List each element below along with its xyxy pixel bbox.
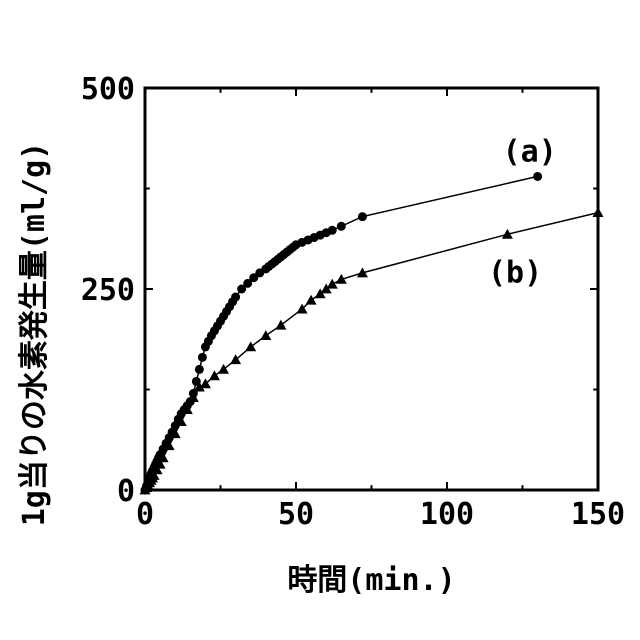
series-b <box>140 207 604 494</box>
x-axis-label: 時間(min.) <box>287 563 455 598</box>
data-point <box>198 353 207 362</box>
series-label-a: (a) <box>503 134 557 169</box>
x-tick-label: 0 <box>136 497 154 532</box>
data-point <box>533 172 542 181</box>
y-tick-label: 500 <box>81 72 135 107</box>
data-point <box>260 330 271 340</box>
data-point <box>358 212 367 221</box>
data-point <box>306 295 317 305</box>
labels-layer: 0 50 100 150 0 250 500 時間(min.) 1g当りの水素発生量(ml/g)… <box>17 72 625 598</box>
data-point <box>209 370 220 380</box>
series-label-b: (b) <box>488 256 542 291</box>
data-point <box>231 293 240 302</box>
x-tick-label: 100 <box>420 497 474 532</box>
x-tick-label: 50 <box>278 497 314 532</box>
series-a <box>141 172 543 495</box>
data-point <box>275 320 286 330</box>
y-tick-label: 0 <box>117 474 135 509</box>
data-point <box>328 226 337 235</box>
series-line <box>145 213 598 490</box>
data-point <box>245 341 256 351</box>
data-point <box>593 207 604 217</box>
series-layer <box>140 172 604 495</box>
data-point <box>337 222 346 231</box>
y-axis-label: 1g当りの水素発生量(ml/g) <box>17 142 52 527</box>
x-tick-label: 150 <box>571 497 625 532</box>
y-tick-label: 250 <box>81 273 135 308</box>
data-point <box>195 365 204 374</box>
